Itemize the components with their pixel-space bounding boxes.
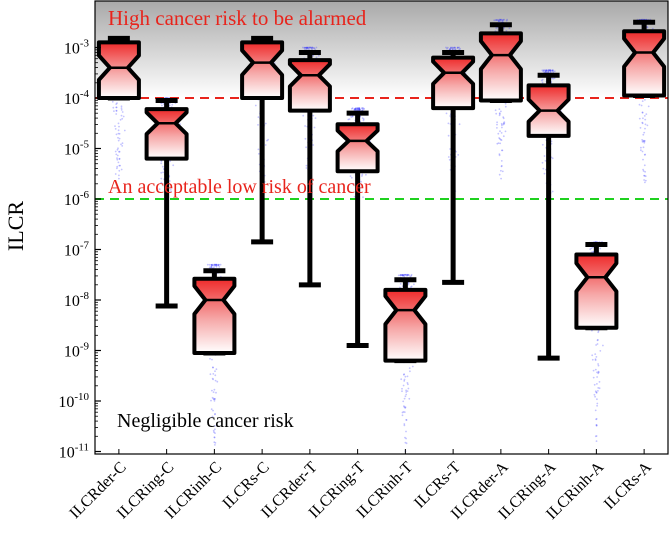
y-tick-label: 10-11	[59, 442, 89, 462]
annotation-acceptable-risk: An acceptable low risk of cancer	[108, 176, 371, 198]
annotation-negligible-risk: Negligible cancer risk	[117, 410, 294, 432]
y-tick-label: 10-10	[58, 391, 89, 411]
box-ILCRinh-A	[574, 241, 619, 331]
threshold-lines	[95, 97, 668, 200]
x-tick-label-ILCRs-A: ILCRs-A	[601, 458, 655, 512]
box-ILCRder-A	[478, 22, 523, 104]
box-ILCRder-C	[96, 35, 141, 101]
box-body-ILCRder-A	[478, 31, 523, 103]
box-body-ILCRs-A	[622, 29, 667, 98]
box-ILCRs-C	[240, 35, 285, 245]
y-tick-label: 10-8	[64, 290, 90, 310]
y-axis: 10-11 10-10 10-9 10-8 10-7 10-6 10-5 10-4 10-3	[58, 38, 101, 462]
box-ILCRing-T	[335, 110, 380, 348]
box-layer	[96, 19, 667, 364]
box-ILCRs-A	[622, 19, 667, 98]
box-body-ILCRinh-C	[192, 276, 237, 355]
y-tick-label: 10-7	[64, 240, 90, 260]
box-ILCRinh-C	[192, 268, 237, 356]
box-ILCRing-A	[526, 72, 571, 361]
y-tick-label: 10-6	[64, 189, 90, 209]
box-ILCRder-T	[287, 50, 332, 288]
y-tick-label: 10-3	[64, 38, 90, 58]
x-tick-labels: ILCRder-CILCRing-CILCRinh-CILCRs-CILCRde…	[66, 449, 655, 523]
box-body-ILCRder-C	[96, 40, 141, 100]
box-body-ILCRing-T	[335, 122, 380, 174]
box-ILCRinh-T	[383, 277, 428, 364]
box-body-ILCRder-T	[287, 58, 332, 113]
y-axis-title: ILCR	[3, 201, 28, 251]
box-body-ILCRs-T	[431, 55, 476, 111]
box-body-ILCRs-C	[240, 40, 285, 100]
box-body-ILCRing-C	[144, 107, 189, 161]
box-ILCRs-T	[431, 50, 476, 285]
box-body-ILCRinh-T	[383, 287, 428, 363]
box-ILCRing-C	[144, 98, 189, 309]
annotation-high-risk: High cancer risk to be alarmed	[108, 6, 367, 30]
y-tick-label: 10-5	[64, 139, 90, 159]
y-tick-label: 10-9	[64, 341, 90, 361]
plot-frame	[94, 0, 669, 455]
high-risk-zone	[95, 1, 668, 98]
y-tick-label: 10-4	[64, 88, 90, 108]
box-body-ILCRinh-A	[574, 252, 619, 330]
